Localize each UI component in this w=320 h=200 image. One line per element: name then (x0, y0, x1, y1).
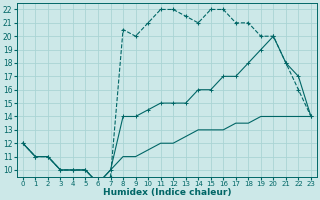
X-axis label: Humidex (Indice chaleur): Humidex (Indice chaleur) (103, 188, 231, 197)
